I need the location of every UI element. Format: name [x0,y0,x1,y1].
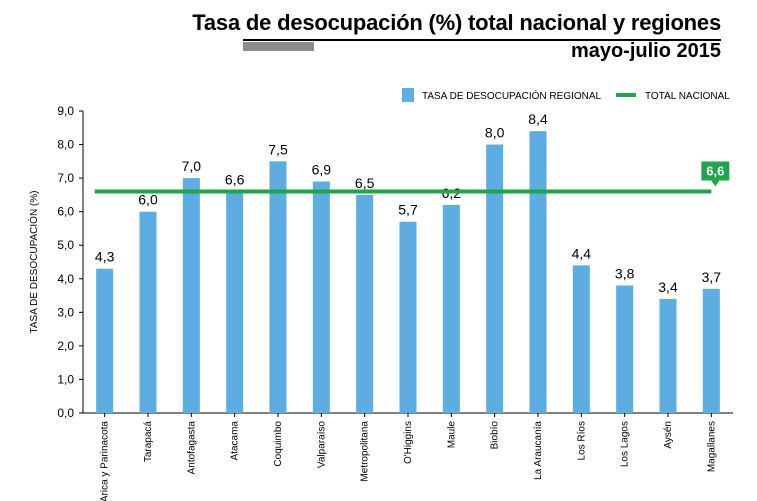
bar-value-label: 3,4 [658,279,678,295]
title-rule [243,39,721,41]
bar [399,221,417,413]
bar-value-label: 4,4 [572,245,592,261]
chart-subtitle: mayo-julio 2015 [570,40,721,62]
bar [616,285,634,413]
y-tick-label: 3,0 [57,305,74,319]
national-rate-label: 6,6 [706,164,724,179]
bar [659,298,677,413]
y-tick-label: 2,0 [57,339,74,353]
bar [312,181,330,413]
national-rate-badge [701,161,730,187]
bar [529,131,547,413]
legend-label-regional: TASA DE DESOCUPACIÓN REGIONAL [422,89,602,102]
x-tick-label: Aysén [663,421,674,449]
bar-value-label: 6,9 [312,161,332,177]
bar [356,194,374,413]
y-tick-label: 0,0 [57,406,74,420]
bar [442,204,460,413]
x-tick-label: Arica y Parinacota [100,421,111,501]
bar [96,268,114,413]
y-tick-label: 7,0 [57,171,74,185]
bar [139,211,157,413]
y-tick-label: 4,0 [57,272,74,286]
bar [269,161,287,413]
bar-value-label: 7,0 [182,158,202,174]
y-tick-label: 9,0 [57,104,74,118]
bar-value-label: 8,4 [528,111,548,127]
bar [486,144,504,414]
title-accent-bar [243,42,314,51]
x-tick-label: Atacama [230,421,241,461]
x-tick-label: Coquimbo [273,421,284,467]
x-tick-label: Los Ríos [576,421,587,460]
legend-swatch-regional [402,88,414,102]
x-tick-label: Maule [446,421,457,449]
bar-value-label: 3,7 [702,269,722,285]
x-tick-label: Antofagasta [186,421,197,475]
bar-value-label: 6,6 [225,172,245,188]
x-tick-label: Metropolitana [360,421,371,482]
bar-value-label: 3,8 [615,265,635,281]
y-tick-label: 8,0 [57,138,74,152]
x-tick-label: Magallanes [706,421,717,472]
bar [226,191,244,413]
bar-value-label: 6,5 [355,175,375,191]
chart-title: Tasa de desocupación (%) total nacional … [192,10,721,35]
bar-value-label: 7,5 [268,141,288,157]
bar-value-label: 4,3 [95,249,115,265]
x-tick-label: Valparaíso [316,421,327,469]
bar [572,265,590,413]
bar-value-label: 6,0 [138,192,158,208]
x-tick-label: Tarapacá [143,421,154,463]
y-axis-title: TASA DE DESOCUPACIÓN (%) [27,191,40,334]
x-tick-label: O'Higgins [403,421,414,464]
x-tick-label: Biobío [490,421,501,450]
y-tick-label: 1,0 [57,372,74,386]
bar [182,178,200,413]
bar [702,288,720,413]
legend-label-national: TOTAL NACIONAL [645,91,730,102]
y-tick-label: 5,0 [57,238,74,252]
x-tick-label: La Araucanía [533,421,544,480]
bar-value-label: 5,7 [398,202,418,218]
y-tick-label: 6,0 [57,205,74,219]
x-tick-label: Los Lagos [620,421,631,467]
bar-value-label: 8,0 [485,125,505,141]
